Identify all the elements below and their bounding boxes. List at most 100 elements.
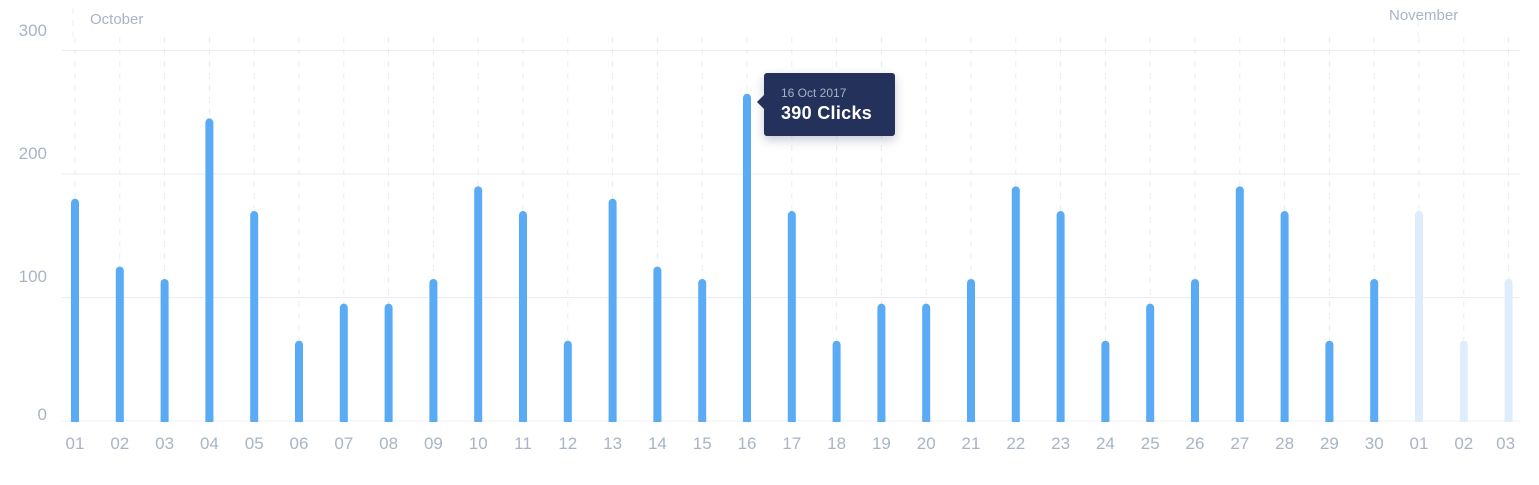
bar <box>429 279 437 422</box>
x-tick-label: 19 <box>872 434 891 453</box>
bar <box>967 279 975 422</box>
bar-base <box>743 417 751 422</box>
bar-base <box>1057 417 1065 422</box>
x-tick-label: 26 <box>1186 434 1205 453</box>
bar-base <box>788 417 796 422</box>
bar-base <box>1281 417 1289 422</box>
x-tick-label: 04 <box>200 434 219 453</box>
bar <box>1370 279 1378 422</box>
bar <box>1191 279 1199 422</box>
bar <box>1012 186 1020 422</box>
bar <box>1415 211 1423 422</box>
bar <box>788 211 796 422</box>
bar-base <box>340 417 348 422</box>
x-tick-label: 29 <box>1320 434 1339 453</box>
bar-base <box>653 417 661 422</box>
x-tick-label: 03 <box>155 434 174 453</box>
bar <box>205 118 213 422</box>
x-tick-label: 15 <box>693 434 712 453</box>
bar <box>1460 341 1468 422</box>
x-tick-label: 21 <box>962 434 981 453</box>
bar <box>385 304 393 422</box>
bar <box>653 267 661 422</box>
bar <box>340 304 348 422</box>
bar <box>474 186 482 422</box>
y-tick-label: 0 <box>38 405 47 424</box>
bar-base <box>1505 417 1513 422</box>
bar-base <box>609 417 617 422</box>
bar-base <box>519 417 527 422</box>
bar-base <box>1460 417 1468 422</box>
x-tick-label: 02 <box>1454 434 1473 453</box>
bar-base <box>877 417 885 422</box>
bar-base <box>922 417 930 422</box>
bar <box>250 211 258 422</box>
y-tick-label: 100 <box>19 267 47 286</box>
x-tick-label: 22 <box>1006 434 1025 453</box>
x-tick-label: 24 <box>1096 434 1115 453</box>
x-tick-label: 17 <box>782 434 801 453</box>
x-tick-label: 12 <box>558 434 577 453</box>
month-label: November <box>1389 7 1458 24</box>
x-tick-label: 05 <box>245 434 264 453</box>
x-tick-label: 25 <box>1141 434 1160 453</box>
bar <box>1281 211 1289 422</box>
bar-base <box>1325 417 1333 422</box>
bar-base <box>1101 417 1109 422</box>
x-tick-label: 23 <box>1051 434 1070 453</box>
month-label: October <box>90 11 143 28</box>
x-tick-label: 03 <box>1496 434 1515 453</box>
bar-base <box>833 417 841 422</box>
x-tick-label: 16 <box>738 434 757 453</box>
x-tick-label: 28 <box>1275 434 1294 453</box>
bar-base <box>698 417 706 422</box>
x-tick-label: 07 <box>334 434 353 453</box>
tooltip-value: 390 Clicks <box>781 103 872 124</box>
bar <box>833 341 841 422</box>
bar <box>1101 341 1109 422</box>
x-tick-label: 30 <box>1365 434 1384 453</box>
bar <box>161 279 169 422</box>
bar <box>1146 304 1154 422</box>
chart-tooltip: 16 Oct 2017 390 Clicks <box>764 73 895 136</box>
bar <box>71 199 79 422</box>
bar-base <box>1146 417 1154 422</box>
x-tick-label: 06 <box>290 434 309 453</box>
bar-base <box>1370 417 1378 422</box>
bar <box>1057 211 1065 422</box>
bar-base <box>1415 417 1423 422</box>
bar-base <box>295 417 303 422</box>
bar <box>116 267 124 422</box>
bar <box>564 341 572 422</box>
bar-base <box>967 417 975 422</box>
bar-base <box>1236 417 1244 422</box>
bar <box>609 199 617 422</box>
x-tick-label: 01 <box>66 434 85 453</box>
bar <box>1236 186 1244 422</box>
x-tick-label: 01 <box>1410 434 1429 453</box>
bar <box>295 341 303 422</box>
bar-base <box>564 417 572 422</box>
x-tick-label: 14 <box>648 434 667 453</box>
x-tick-label: 27 <box>1230 434 1249 453</box>
bar-base <box>161 417 169 422</box>
bar <box>519 211 527 422</box>
bar <box>1325 341 1333 422</box>
y-tick-label: 300 <box>19 21 47 40</box>
x-tick-label: 20 <box>917 434 936 453</box>
x-tick-label: 09 <box>424 434 443 453</box>
bar <box>743 94 751 422</box>
bar-base <box>1191 417 1199 422</box>
bar-base <box>71 417 79 422</box>
bar-base <box>385 417 393 422</box>
x-tick-label: 18 <box>827 434 846 453</box>
tooltip-date: 16 Oct 2017 <box>781 86 846 100</box>
bar-base <box>116 417 124 422</box>
x-tick-label: 02 <box>110 434 129 453</box>
bar-base <box>1012 417 1020 422</box>
y-tick-label: 200 <box>19 144 47 163</box>
bar <box>698 279 706 422</box>
x-tick-label: 13 <box>603 434 622 453</box>
bar <box>1505 279 1513 422</box>
x-tick-label: 11 <box>514 434 532 453</box>
